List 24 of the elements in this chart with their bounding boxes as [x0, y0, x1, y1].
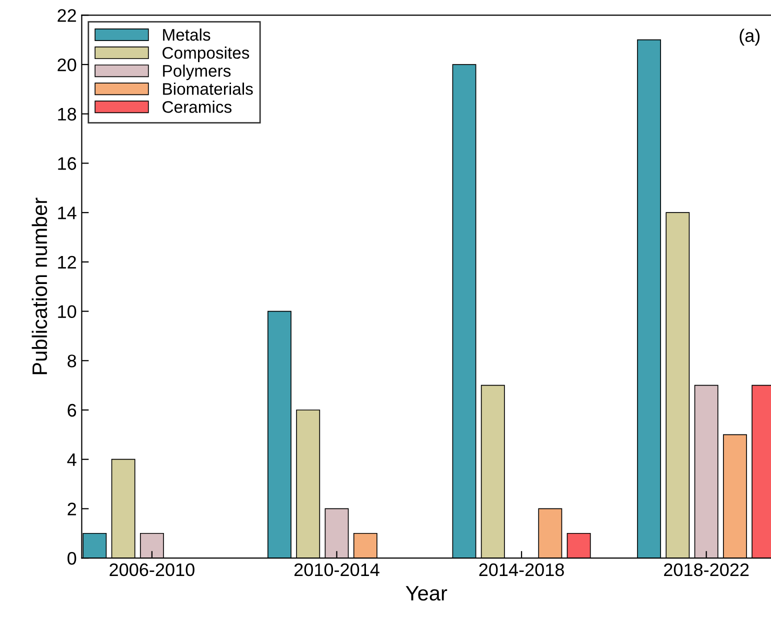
x-tick-label: 2010-2014 [294, 563, 380, 576]
y-tick-label: 2 [68, 502, 76, 516]
y-tick-label: 14 [58, 206, 76, 220]
annotation: (a) [740, 28, 760, 46]
x-axis-title: Year [406, 586, 448, 601]
legend-label: Polymers [163, 64, 231, 80]
y-tick-label: 6 [68, 404, 76, 417]
legend-label: Ceramics [162, 100, 232, 113]
y-tick-label: 16 [58, 157, 76, 170]
legend-label: Biomaterials [163, 82, 253, 95]
y-tick-label: 12 [58, 256, 76, 268]
legend-label: Metals [163, 28, 210, 41]
y-tick-label: 22 [58, 9, 76, 22]
y-tick-label: 10 [58, 305, 76, 318]
y-tick-label: 18 [58, 108, 76, 121]
y-tick-label: 4 [67, 453, 76, 466]
y-tick-label: 8 [68, 354, 76, 368]
legend-label: Composites [162, 46, 250, 62]
y-tick-label: 20 [58, 58, 76, 72]
y-axis-title: Publication number [32, 198, 48, 374]
x-tick-label: 2018-2022 [664, 563, 749, 576]
x-tick-label: 2006-2010 [110, 563, 194, 576]
x-tick-label: 2014-2018 [479, 563, 564, 576]
y-tick-label: 0 [68, 552, 76, 565]
